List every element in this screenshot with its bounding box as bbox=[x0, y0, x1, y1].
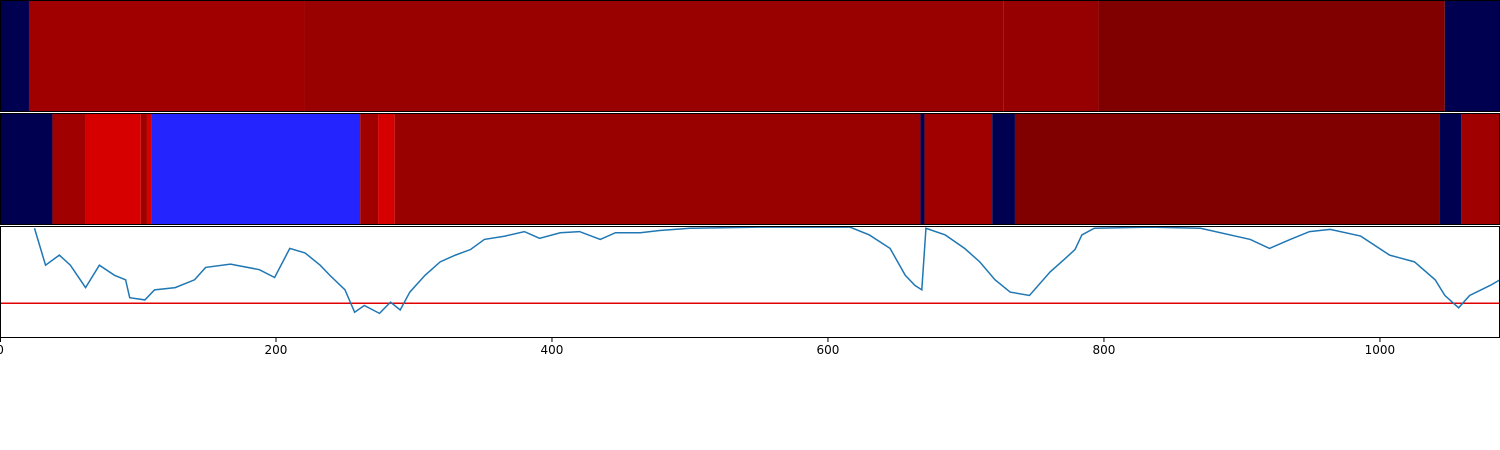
heat-segment bbox=[360, 113, 379, 225]
panel-frame bbox=[0, 226, 1500, 338]
heat-segment bbox=[151, 113, 361, 225]
heat-segment bbox=[1098, 0, 1445, 112]
x-tick-label: 400 bbox=[541, 343, 564, 357]
heat-segment bbox=[1439, 113, 1462, 225]
x-tick-label: 800 bbox=[1093, 343, 1116, 357]
heat-segment bbox=[378, 113, 395, 225]
heat-segment bbox=[924, 113, 993, 225]
x-tick-label: 600 bbox=[817, 343, 840, 357]
heat-segment bbox=[1014, 113, 1440, 225]
x-tick-label: 0 bbox=[0, 343, 4, 357]
x-tick-label: 1000 bbox=[1365, 343, 1396, 357]
heat-segment bbox=[28, 0, 305, 112]
heat-segment bbox=[0, 0, 29, 112]
heat-segment bbox=[394, 113, 921, 225]
heat-segment bbox=[52, 113, 86, 225]
heat-segment bbox=[1003, 0, 1099, 112]
heat-segment bbox=[85, 113, 141, 225]
heat-segment bbox=[1461, 113, 1500, 225]
heat-segment bbox=[920, 113, 925, 225]
heat-segment bbox=[0, 113, 53, 225]
heat-segment bbox=[1444, 0, 1500, 112]
heat-segment bbox=[304, 0, 1004, 112]
heat-segment bbox=[146, 113, 152, 225]
x-tick-label: 200 bbox=[265, 343, 288, 357]
data-line bbox=[33, 226, 1500, 315]
heat-segment bbox=[140, 113, 147, 225]
heat-segment bbox=[992, 113, 1015, 225]
